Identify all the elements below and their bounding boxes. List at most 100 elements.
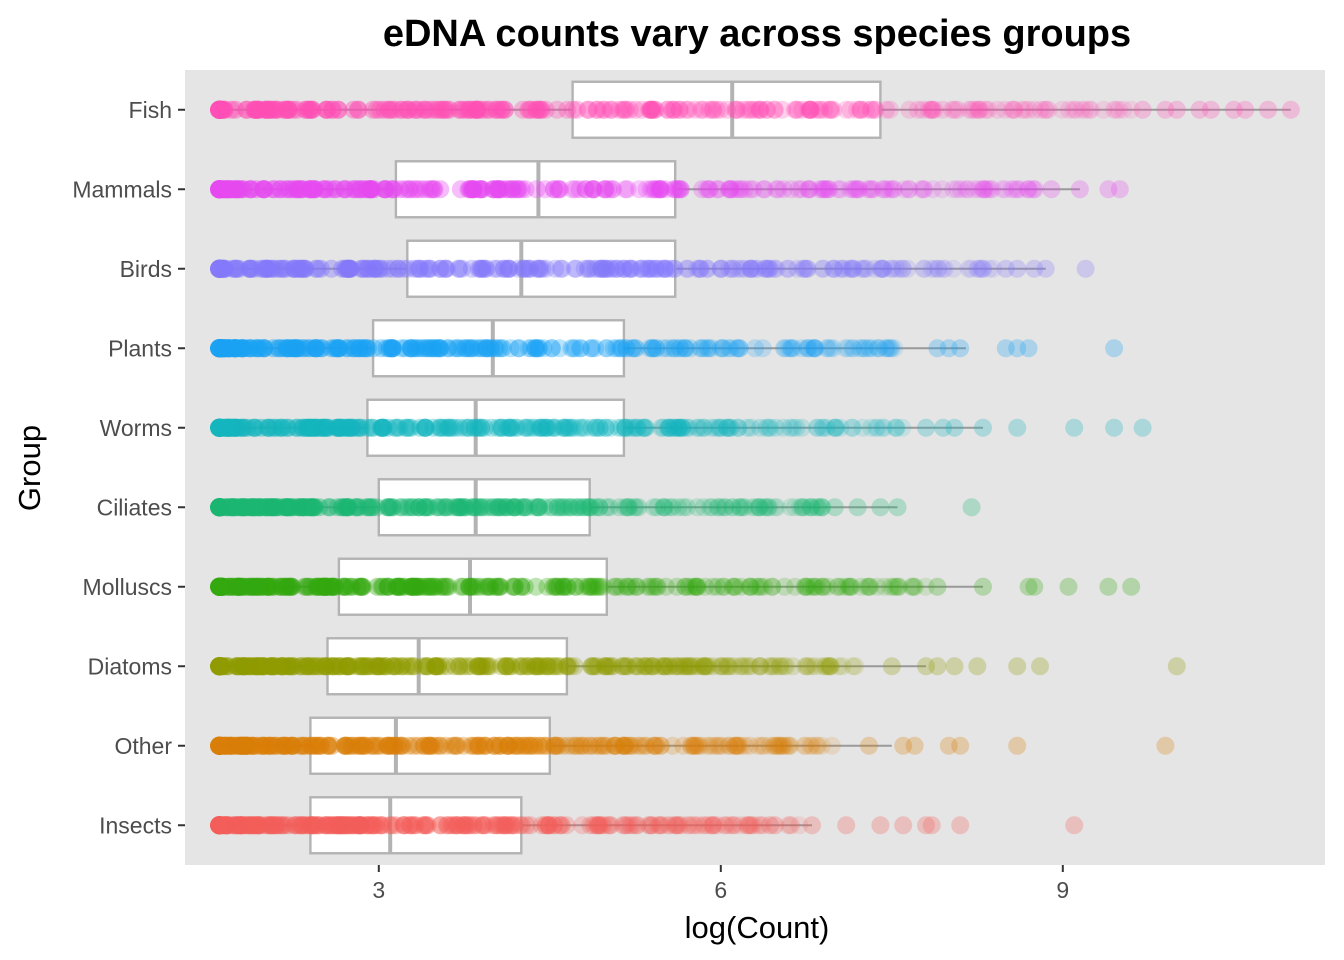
data-point	[525, 418, 544, 437]
data-point	[612, 339, 631, 358]
data-point	[675, 339, 694, 358]
data-point	[731, 657, 750, 676]
data-point	[356, 498, 375, 517]
data-point	[913, 100, 932, 119]
data-point	[461, 339, 480, 358]
outlier-point	[1008, 259, 1027, 278]
data-point	[330, 339, 349, 358]
data-point	[1011, 180, 1030, 199]
data-point	[314, 577, 333, 596]
data-point	[770, 736, 789, 755]
data-point	[497, 657, 516, 676]
data-point	[333, 259, 352, 278]
data-point	[648, 498, 667, 517]
data-point	[590, 498, 609, 517]
data-point	[379, 498, 398, 517]
data-point	[337, 577, 356, 596]
data-point	[529, 259, 548, 278]
data-point	[836, 577, 855, 596]
data-point	[914, 180, 933, 199]
data-point	[467, 100, 486, 119]
data-point	[599, 657, 618, 676]
data-point	[578, 100, 597, 119]
data-point	[486, 577, 505, 596]
data-point	[498, 657, 517, 676]
data-point	[873, 418, 892, 437]
data-point	[232, 657, 251, 676]
data-point	[415, 418, 434, 437]
y-tick-label: Worms	[100, 415, 172, 441]
points	[210, 339, 1124, 358]
data-point	[349, 339, 368, 358]
data-point	[988, 100, 1007, 119]
outlier-point	[1259, 100, 1277, 119]
data-point	[695, 339, 714, 358]
data-point	[419, 259, 438, 278]
data-point	[628, 577, 647, 596]
data-point	[428, 498, 447, 517]
data-point	[245, 100, 264, 119]
data-point	[607, 259, 626, 278]
data-point	[800, 100, 819, 119]
data-point	[226, 339, 245, 358]
data-point	[783, 657, 802, 676]
data-point	[488, 259, 507, 278]
data-point	[349, 100, 368, 119]
data-point	[429, 339, 448, 358]
data-point	[807, 100, 826, 119]
data-point	[331, 418, 350, 437]
series-other	[210, 716, 1175, 775]
data-point	[264, 339, 283, 358]
data-point	[406, 100, 425, 119]
data-point	[761, 259, 780, 278]
data-point	[445, 657, 464, 676]
data-point	[817, 339, 836, 358]
data-point	[905, 577, 924, 596]
data-point	[306, 577, 325, 596]
series-diatoms	[210, 637, 1186, 696]
data-point	[391, 180, 410, 199]
data-point	[661, 259, 680, 278]
data-point	[353, 577, 372, 596]
data-point	[415, 498, 434, 517]
data-point	[480, 100, 499, 119]
data-point	[297, 577, 316, 596]
data-point	[478, 498, 497, 517]
data-point	[727, 736, 746, 755]
data-point	[512, 657, 531, 676]
data-point	[463, 180, 482, 199]
data-point	[765, 498, 784, 517]
data-point	[488, 100, 507, 119]
data-point	[260, 498, 279, 517]
data-point	[291, 657, 310, 676]
data-point	[294, 180, 313, 199]
data-point	[824, 100, 843, 119]
data-point	[424, 418, 443, 437]
data-point	[724, 498, 743, 517]
outlier-point	[1133, 418, 1152, 437]
data-point	[465, 498, 484, 517]
data-point	[321, 498, 340, 517]
data-point	[230, 180, 249, 199]
outlier-point	[996, 339, 1015, 358]
outlier-point	[922, 816, 941, 835]
data-point	[757, 100, 776, 119]
data-point	[674, 498, 693, 517]
data-point	[313, 577, 332, 596]
data-point	[864, 180, 883, 199]
data-point	[225, 418, 244, 437]
data-point	[425, 180, 444, 199]
data-point	[585, 657, 604, 676]
data-point	[564, 100, 583, 119]
data-point	[344, 339, 363, 358]
data-point	[462, 259, 481, 278]
data-point	[643, 100, 662, 119]
data-point	[306, 339, 325, 358]
data-point	[687, 577, 706, 596]
data-point	[438, 339, 457, 358]
data-point	[397, 100, 416, 119]
data-point	[258, 259, 277, 278]
data-point	[933, 180, 952, 199]
data-point	[348, 657, 367, 676]
data-point	[592, 259, 611, 278]
